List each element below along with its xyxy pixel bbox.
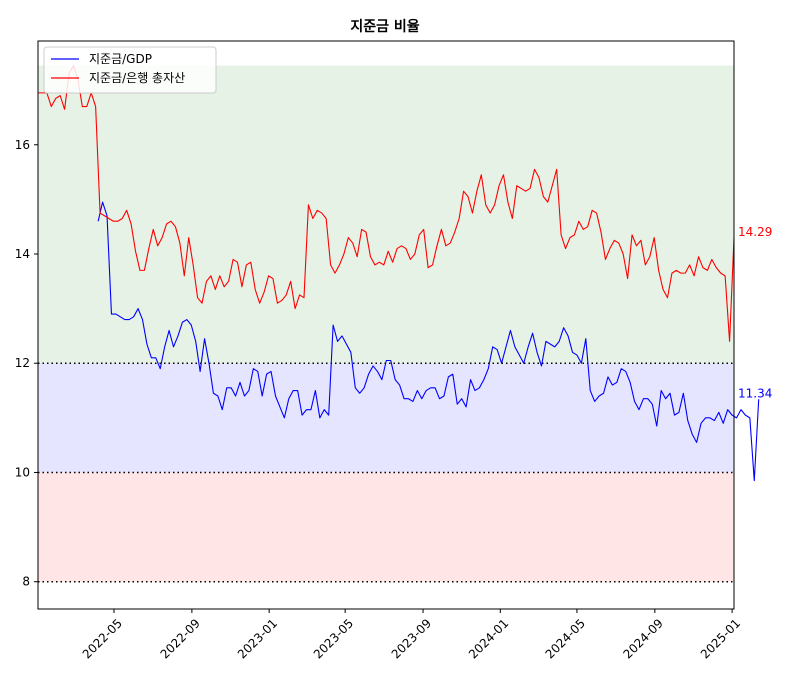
legend: 지준금/GDP 지준금/은행 총자산 [43, 46, 217, 94]
chart-title: 지준금 비율 [350, 18, 419, 35]
y-tick-label-12: 12 [15, 356, 30, 370]
end-value-label-0: 11.34 [738, 386, 772, 400]
y-tick-label-16: 16 [15, 138, 30, 152]
legend-label-0: 지준금/GDP [89, 52, 152, 66]
threshold-bands [38, 65, 734, 582]
legend-label-1: 지준금/은행 총자산 [89, 70, 185, 85]
y-tick-label-8: 8 [22, 575, 30, 589]
y-tick-label-14: 14 [15, 247, 30, 261]
plot-frame [37, 40, 735, 610]
legend-box [43, 46, 217, 94]
band-1 [38, 363, 734, 473]
y-tick-label-10: 10 [15, 465, 30, 479]
band-2 [38, 472, 734, 582]
series-line-0 [97, 201, 760, 482]
band-0 [38, 65, 734, 364]
end-value-label-1: 14.29 [738, 225, 772, 239]
series-line-1 [38, 65, 735, 342]
series-layer: 11.34 14.29 [38, 65, 772, 482]
